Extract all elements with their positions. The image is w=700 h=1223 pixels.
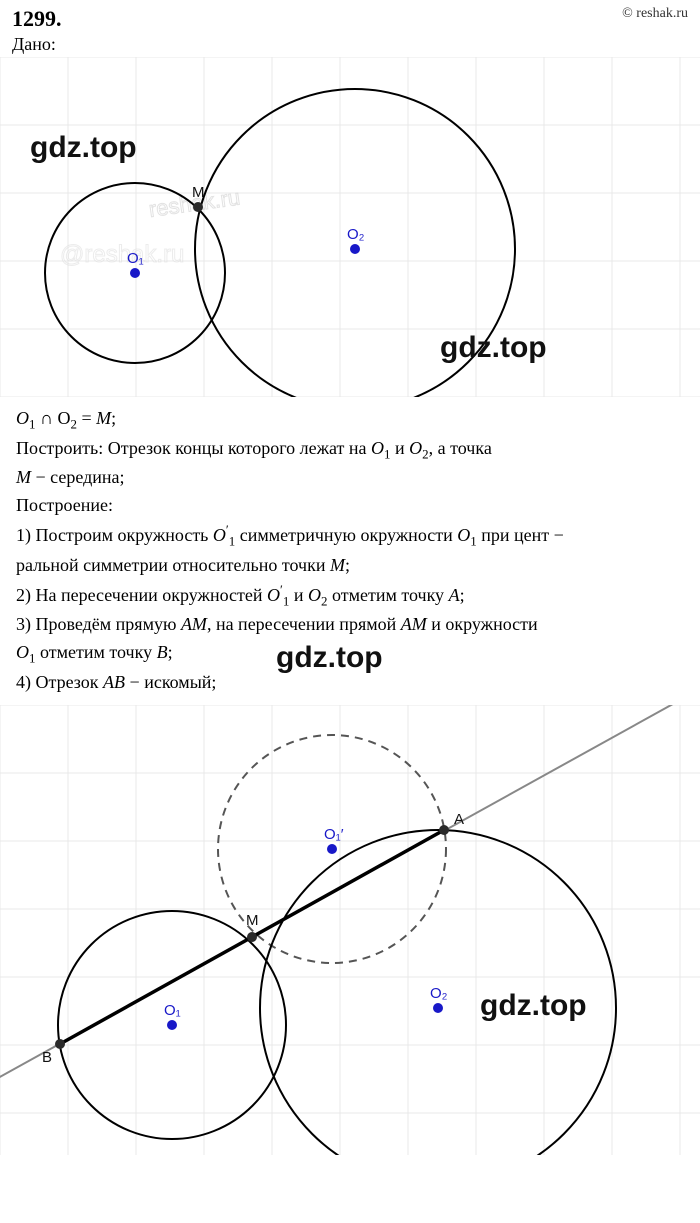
svg-text:O₂: O₂	[430, 985, 448, 1002]
svg-text:O₁′: O₁′	[324, 826, 344, 843]
svg-text:gdz.top: gdz.top	[440, 331, 547, 364]
svg-text:M: M	[246, 912, 259, 929]
svg-text:A: A	[454, 811, 464, 828]
solution-text: O1 ∩ O2 = M; Построить: Отрезок концы ко…	[0, 397, 700, 705]
site-label: © reshak.ru	[622, 6, 688, 22]
svg-text:O₂: O₂	[347, 226, 365, 243]
svg-text:@reshak.ru: @reshak.ru	[60, 241, 184, 268]
svg-text:gdz.top: gdz.top	[480, 989, 587, 1022]
watermark-gdz: gdz.top	[276, 635, 383, 682]
problem-number: 1299.	[12, 6, 62, 32]
figure-1: gdz.top@reshak.rureshak.ruO₁O₂Mgdz.top	[0, 57, 700, 397]
svg-text:O₁: O₁	[164, 1002, 181, 1019]
svg-text:gdz.top: gdz.top	[30, 131, 137, 164]
svg-text:O₁: O₁	[127, 250, 144, 267]
svg-text:B: B	[42, 1049, 52, 1066]
figure-2: O₁ O₂ O₁′ M A Bgdz.top	[0, 705, 700, 1155]
svg-text:M: M	[192, 184, 205, 201]
given-label: Дано:	[0, 32, 700, 57]
